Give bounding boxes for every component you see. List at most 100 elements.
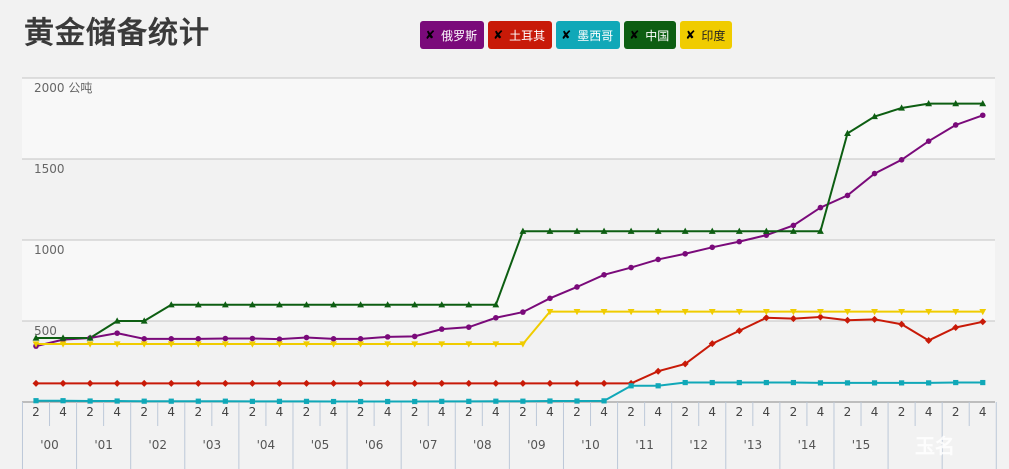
y-tick-label: 1000 [34,243,65,257]
data-point [276,398,283,404]
x-tick-label: 2 [411,405,419,419]
data-point [113,341,121,348]
data-point [520,309,526,315]
x-tick-label: 2 [249,405,257,419]
data-point [816,313,824,321]
data-point [628,383,634,389]
data-point [303,379,310,387]
close-icon: ✘ [425,28,436,42]
data-point [275,379,283,387]
x-tick-label: 4 [438,405,446,419]
x-tick-label: 2 [844,405,852,419]
data-point [979,99,987,107]
data-point [844,309,851,316]
legend-item-turkey[interactable]: ✘ 土耳其 [488,21,553,49]
data-point [546,227,554,234]
data-point [466,398,472,404]
legend-item-india[interactable]: ✘ 印度 [680,21,733,49]
legend-item-china[interactable]: ✘ 中国 [624,21,677,49]
data-point [681,309,689,316]
x-tick-label: 2 [465,405,473,419]
data-point [682,379,688,386]
data-point [574,398,580,404]
x-tick-label: 2 [86,405,94,419]
data-point [790,222,797,229]
legend-item-russia[interactable]: ✘ 俄罗斯 [420,21,485,49]
data-point [439,398,445,404]
data-point [519,341,527,348]
data-point [736,379,742,386]
series-line [35,114,984,348]
x-tick-label: 4 [276,405,284,419]
data-point [654,309,662,316]
year-label: '12 [689,438,708,452]
data-point [708,309,716,316]
data-point [762,227,770,234]
data-point [438,379,446,387]
data-point [222,335,229,342]
data-point [600,379,608,387]
data-point [952,323,960,331]
data-point [681,360,689,368]
data-point [925,99,933,107]
data-point [546,309,554,316]
close-icon: ✘ [493,28,504,42]
x-tick-label: 4 [871,405,879,419]
data-point [357,301,364,308]
data-point [438,301,446,308]
data-point [871,112,878,120]
data-point [817,227,824,234]
x-tick-label: 4 [654,405,662,419]
data-point [953,379,959,386]
year-label: '03 [203,438,222,452]
data-point [546,379,554,387]
data-point [357,336,364,342]
year-label: '00 [40,438,59,452]
data-point [600,309,608,316]
data-point [465,301,473,308]
data-point [735,327,743,335]
watermark-text: 玉名 [915,434,955,458]
series-line [36,381,983,403]
series-line [36,102,983,340]
data-point [222,398,228,404]
data-point [113,379,121,387]
data-point [519,227,527,234]
data-point [411,379,419,387]
data-point [519,379,527,387]
data-point [899,380,905,386]
x-tick-label: 4 [925,405,933,419]
x-tick-label: 2 [898,405,906,419]
x-tick-label: 4 [59,405,67,419]
data-point [194,301,202,308]
data-point [411,301,419,308]
data-point [276,336,283,342]
data-point [952,99,960,107]
data-point [141,336,147,342]
data-point [167,341,175,348]
x-tick-label: 4 [763,405,771,419]
data-point [221,301,229,308]
data-point [86,341,94,348]
x-tick-label: 2 [32,405,40,419]
legend-item-mexico[interactable]: ✘ 墨西哥 [556,21,621,49]
data-point [628,264,634,271]
data-point [709,379,715,386]
x-tick-label: 2 [357,405,365,419]
x-tick-label: 2 [303,405,311,419]
data-point [59,341,67,348]
legend: ✘ 俄罗斯 ✘ 土耳其 ✘ 墨西哥 ✘ 中国 ✘ 印度 [420,21,733,49]
data-point [871,309,878,316]
x-tick-label: 2 [627,405,635,419]
data-point [438,326,445,332]
data-point [168,336,175,342]
data-point [601,398,607,404]
data-point [114,330,120,336]
data-point [600,227,608,234]
data-point [654,367,662,375]
data-point [330,379,338,387]
data-point [384,341,392,348]
data-point [762,314,770,322]
